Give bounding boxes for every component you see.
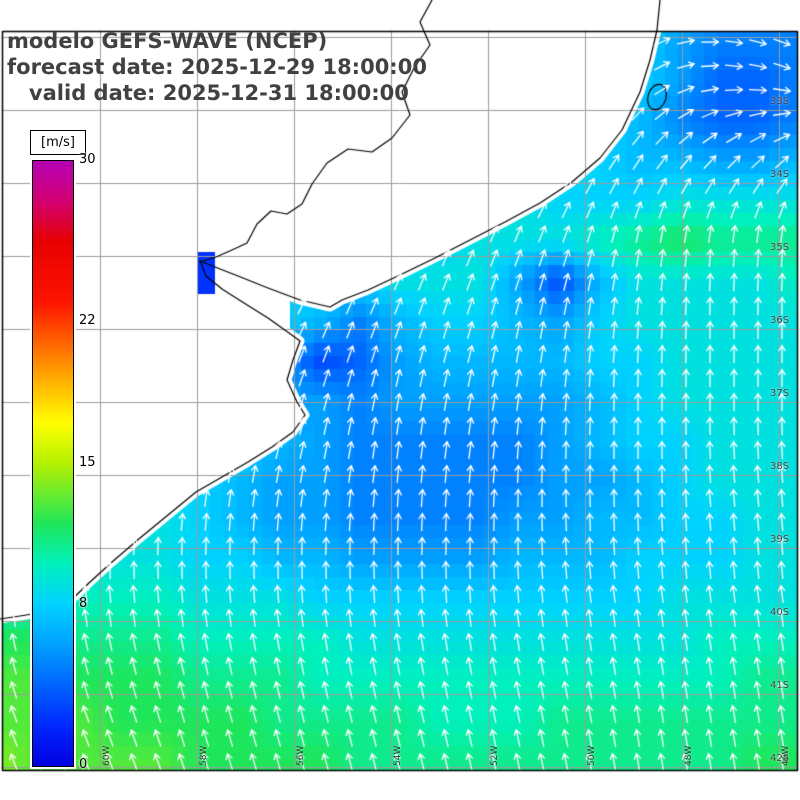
colorbar-tick-label: 15 xyxy=(79,454,96,470)
model-title: modelo GEFS-WAVE (NCEP) xyxy=(7,29,328,53)
colorbar-tick-label: 8 xyxy=(79,595,88,611)
forecast-date: forecast date: 2025-12-29 18:00:00 xyxy=(7,55,427,79)
colorbar xyxy=(30,158,76,769)
colorbar-tick-label: 0 xyxy=(79,757,88,772)
colorbar-unit-label: [m/s] xyxy=(30,130,86,155)
colorbar-tick-label: 30 xyxy=(79,152,96,167)
title-block: modelo GEFS-WAVE (NCEP) forecast date: 2… xyxy=(7,28,427,106)
colorbar-tick-label: 22 xyxy=(79,313,96,329)
valid-date: valid date: 2025-12-31 18:00:00 xyxy=(7,81,409,105)
